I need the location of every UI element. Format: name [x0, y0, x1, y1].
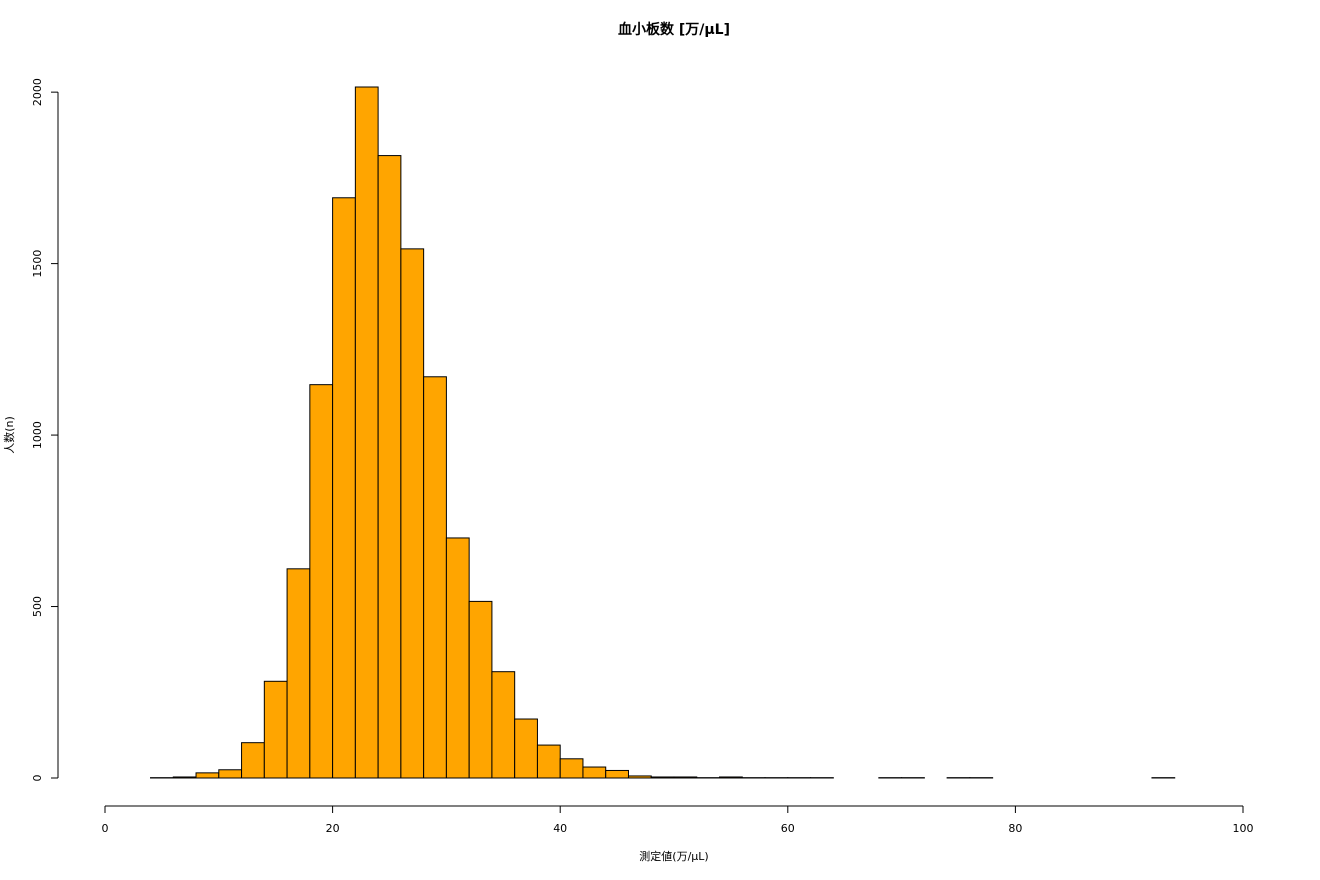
y-tick-label: 1000: [31, 421, 44, 449]
bar: [719, 776, 743, 779]
bar: [172, 776, 197, 779]
bar: [400, 248, 425, 779]
x-tick-label: 0: [102, 822, 109, 835]
bar: [377, 155, 402, 779]
x-tick-label: 40: [553, 822, 567, 835]
y-tick-label: 1500: [31, 250, 44, 278]
x-tick-label: 20: [326, 822, 340, 835]
y-tick-label: 0: [31, 775, 44, 782]
bar: [332, 197, 356, 779]
bar: [286, 568, 311, 779]
bar: [673, 776, 698, 779]
bar: [559, 758, 584, 779]
bar: [354, 86, 379, 779]
bar: [195, 772, 220, 779]
bar: [514, 718, 538, 779]
chart-title: 血小板数 [万/μL]: [618, 21, 730, 38]
bar: [263, 680, 288, 779]
bar: [650, 776, 675, 779]
bar: [218, 769, 243, 779]
x-tick-label: 80: [1008, 822, 1022, 835]
x-tick-label: 60: [781, 822, 795, 835]
bar: [423, 376, 447, 779]
y-axis-label: 人数(n): [3, 416, 16, 454]
bar: [605, 769, 629, 779]
bar: [536, 744, 561, 779]
x-axis-label: 測定値(万/μL): [639, 849, 708, 863]
bar: [445, 537, 470, 779]
bar: [627, 775, 652, 779]
bar: [582, 766, 607, 779]
bar: [309, 384, 334, 779]
bar: [491, 671, 516, 779]
x-tick-label: 100: [1233, 822, 1254, 835]
bar: [241, 742, 265, 779]
bar: [468, 600, 493, 779]
y-tick-label: 500: [31, 596, 44, 617]
y-tick-label: 2000: [31, 78, 44, 106]
